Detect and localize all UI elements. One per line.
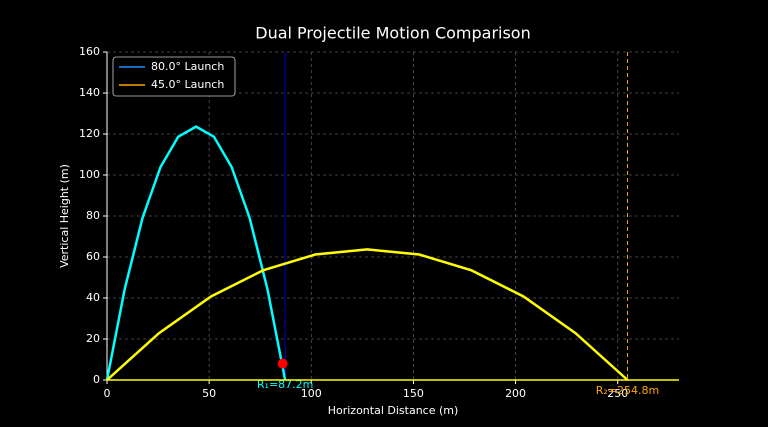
y-tick-label: 0 [93,373,100,386]
x-tick-label: 50 [202,387,216,400]
x-tick-label: 200 [505,387,526,400]
x-tick-label: 150 [403,387,424,400]
y-tick-label: 20 [86,332,100,345]
y-tick-label: 160 [79,45,100,58]
y-tick-label: 120 [79,127,100,140]
trajectory [105,125,287,381]
y-axis-label: Vertical Height (m) [58,164,71,268]
legend-label: 45.0° Launch [151,78,224,91]
y-tick-label: 100 [79,168,100,181]
y-tick-label: 40 [86,291,100,304]
projectile [277,358,288,369]
x-tick-label: 100 [301,387,322,400]
legend-label: 80.0° Launch [151,60,224,73]
x-tick-label: 250 [607,387,628,400]
chart-title: Dual Projectile Motion Comparison [255,24,530,43]
y-tick-label: 80 [86,209,100,222]
x-axis-label: Horizontal Distance (m) [328,404,459,417]
y-tick-label: 140 [79,86,100,99]
x-tick-label: 0 [104,387,111,400]
y-tick-label: 60 [86,250,100,263]
range-label: R₂=254.8m [596,384,659,397]
trajectory [106,248,629,381]
range-label: R₁=87.2m [257,378,313,391]
